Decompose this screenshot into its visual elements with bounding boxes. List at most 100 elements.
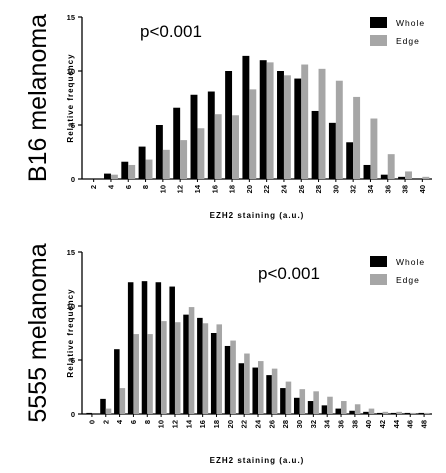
bar-edge <box>313 391 319 414</box>
bar-whole <box>363 164 371 179</box>
legend-swatch-edge <box>370 274 387 285</box>
bar-edge <box>232 115 239 179</box>
bar-edge <box>174 322 181 414</box>
x-tick-label: 36 <box>383 185 392 193</box>
x-tick-label: 24 <box>254 419 263 428</box>
x-tick-label: 34 <box>323 419 332 428</box>
bar-edge <box>422 176 430 179</box>
x-tick-label: 22 <box>240 420 249 428</box>
x-tick-label: 12 <box>170 420 179 428</box>
bar-whole <box>173 107 181 179</box>
x-tick-label: 6 <box>129 420 138 424</box>
x-tick-label: 26 <box>267 420 276 428</box>
bar-whole <box>293 397 300 414</box>
legend-label-whole: Whole <box>396 18 425 28</box>
legend-label-edge: Edge <box>396 275 420 285</box>
bar-edge <box>285 381 292 414</box>
bar-edge <box>180 140 188 179</box>
bar-edge <box>266 62 274 179</box>
bar-whole <box>294 78 302 179</box>
bar-edge <box>382 411 389 414</box>
x-tick-label: 48 <box>420 420 429 428</box>
legend-swatch-whole <box>370 17 387 28</box>
x-tick-label: 20 <box>245 185 254 193</box>
y-axis-label: Relative frequency <box>66 288 75 377</box>
bar-edge <box>354 404 361 414</box>
bar-edge <box>387 154 395 179</box>
bar-whole <box>390 412 397 414</box>
x-tick-label: 10 <box>158 185 167 193</box>
p-value-annotation: p<0.001 <box>258 264 320 283</box>
bar-edge <box>147 334 153 414</box>
y-tick-label: 5 <box>71 356 75 365</box>
bar-whole <box>311 110 319 179</box>
row-label: B16 melanoma <box>24 14 52 182</box>
bar-whole <box>197 317 203 414</box>
x-tick-label: 28 <box>281 420 290 428</box>
row-label: 5555 melanoma <box>24 243 52 422</box>
bar-whole <box>127 282 134 414</box>
x-tick-label: 28 <box>314 185 323 193</box>
x-tick-label: 40 <box>364 420 373 428</box>
bar-whole <box>207 91 215 179</box>
bar-edge <box>301 64 309 179</box>
y-tick-label: 0 <box>71 410 75 419</box>
bar-whole <box>252 367 258 414</box>
bar-edge <box>133 334 139 414</box>
bar-whole <box>242 55 250 179</box>
bar-edge <box>161 321 167 414</box>
bar-whole <box>238 363 245 414</box>
bar-edge <box>396 411 402 414</box>
bar-edge <box>327 396 333 414</box>
bar-edge <box>410 412 416 414</box>
bar-edge <box>214 114 222 179</box>
x-tick-label: 22 <box>262 185 271 193</box>
legend-swatch-edge <box>370 35 387 46</box>
bar-whole <box>328 122 336 179</box>
bar-whole <box>183 314 189 414</box>
bar-edge <box>368 408 375 414</box>
bar-whole <box>100 398 106 414</box>
x-tick-label: 34 <box>366 184 375 193</box>
x-tick-label: 38 <box>350 420 359 428</box>
bar-whole <box>266 375 272 414</box>
bar-whole <box>363 411 369 414</box>
bar-edge <box>105 408 112 414</box>
x-tick-label: 46 <box>406 420 415 428</box>
bar-edge <box>128 164 136 179</box>
y-tick-label: 15 <box>67 248 75 257</box>
bar-whole <box>104 173 111 179</box>
legend: Whole Edge <box>370 256 424 285</box>
bar-whole <box>277 71 284 179</box>
bar-edge <box>353 96 361 179</box>
bar-edge <box>405 171 412 179</box>
bar-whole <box>321 405 328 414</box>
x-tick-label: 14 <box>193 184 202 193</box>
x-tick-label: 30 <box>331 185 340 193</box>
bar-edge <box>283 75 291 179</box>
bar-whole <box>404 412 411 414</box>
x-tick-label: 14 <box>184 419 193 428</box>
legend-label-edge: Edge <box>396 36 420 46</box>
bar-edge <box>110 174 118 179</box>
bar-edge <box>202 323 209 414</box>
legend: Whole Edge <box>370 17 425 46</box>
x-tick-label: 8 <box>141 185 150 189</box>
bar-whole <box>398 176 406 179</box>
x-tick-label: 30 <box>295 420 304 428</box>
x-tick-label: 26 <box>297 185 306 193</box>
x-tick-label: 18 <box>212 420 221 428</box>
x-axis-label: EZH2 staining (a.u.) <box>210 211 305 220</box>
x-tick-label: 16 <box>210 185 219 193</box>
x-tick-label: 38 <box>401 185 410 193</box>
x-tick-label: 0 <box>87 420 96 424</box>
bar-whole <box>418 412 425 414</box>
bar-whole <box>169 286 175 414</box>
bar-whole <box>86 412 92 414</box>
bar-whole <box>307 401 314 414</box>
bar-edge <box>258 361 264 414</box>
bar-whole <box>380 174 388 179</box>
